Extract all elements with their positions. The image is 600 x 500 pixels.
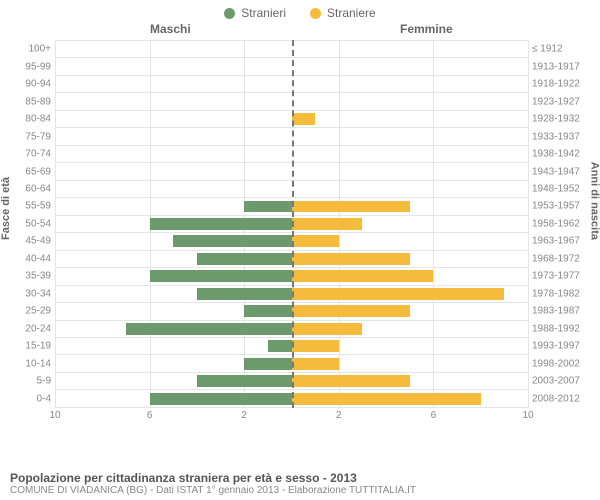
title-maschi: Maschi: [150, 22, 191, 36]
age-label: 80-84: [15, 114, 51, 125]
x-tick-label: 2: [241, 410, 247, 421]
bar-male: [244, 305, 291, 317]
age-label: 10-14: [15, 358, 51, 369]
bar-female: [292, 375, 410, 387]
x-gridline: [528, 40, 529, 408]
bar-male: [244, 358, 291, 370]
x-tick-label: 10: [522, 410, 533, 421]
bar-female: [292, 253, 410, 265]
bar-female: [292, 340, 339, 352]
birth-label: 1983-1987: [532, 306, 586, 317]
bar-female: [292, 218, 363, 230]
birth-label: 1948-1952: [532, 183, 586, 194]
age-label: 30-34: [15, 288, 51, 299]
birth-label: 1943-1947: [532, 166, 586, 177]
birth-label: 1913-1917: [532, 61, 586, 72]
y-axis-label-right: Anni di nascita: [588, 162, 600, 240]
x-axis: 10622610: [55, 410, 528, 424]
birth-label: 1963-1967: [532, 236, 586, 247]
age-label: 25-29: [15, 306, 51, 317]
birth-label: 1938-1942: [532, 149, 586, 160]
chart: Fasce di età Anni di nascita 100+≤ 19129…: [0, 40, 600, 440]
birth-label: 1973-1977: [532, 271, 586, 282]
age-label: 100+: [15, 44, 51, 55]
legend-item-m: Stranieri: [224, 6, 286, 20]
bar-male: [173, 235, 291, 247]
birth-label: 2008-2012: [532, 393, 586, 404]
footer-title: Popolazione per cittadinanza straniera p…: [10, 471, 416, 485]
x-tick-label: 6: [431, 410, 437, 421]
swatch-f: [310, 8, 321, 19]
birth-label: 1968-1972: [532, 253, 586, 264]
age-label: 45-49: [15, 236, 51, 247]
bar-female: [292, 201, 410, 213]
title-femmine: Femmine: [400, 22, 453, 36]
bar-male: [126, 323, 292, 335]
age-label: 75-79: [15, 131, 51, 142]
bar-female: [292, 358, 339, 370]
bar-male: [197, 288, 292, 300]
age-label: 90-94: [15, 79, 51, 90]
bar-male: [197, 253, 292, 265]
age-label: 35-39: [15, 271, 51, 282]
chart-footer: Popolazione per cittadinanza straniera p…: [10, 471, 416, 496]
bar-female: [292, 270, 434, 282]
birth-label: 1958-1962: [532, 218, 586, 229]
bar-female: [292, 323, 363, 335]
birth-label: 2003-2007: [532, 376, 586, 387]
swatch-m: [224, 8, 235, 19]
bar-male: [197, 375, 292, 387]
birth-label: 1998-2002: [532, 358, 586, 369]
legend-item-f: Straniere: [310, 6, 376, 20]
bar-female: [292, 393, 481, 405]
y-axis-label-left: Fasce di età: [0, 177, 12, 240]
bar-male: [244, 201, 291, 213]
age-label: 40-44: [15, 253, 51, 264]
bar-male: [150, 270, 292, 282]
age-label: 50-54: [15, 218, 51, 229]
bar-female: [292, 113, 316, 125]
center-line: [292, 40, 294, 408]
age-label: 85-89: [15, 96, 51, 107]
legend-label-f: Straniere: [327, 6, 376, 20]
column-titles: Maschi Femmine: [0, 22, 600, 40]
plot-area: 100+≤ 191295-991913-191790-941918-192285…: [55, 40, 528, 408]
bar-male: [268, 340, 292, 352]
bar-female: [292, 235, 339, 247]
birth-label: 1953-1957: [532, 201, 586, 212]
footer-subtitle: COMUNE DI VIADANICA (BG) - Dati ISTAT 1°…: [10, 485, 416, 496]
legend: Stranieri Straniere: [0, 0, 600, 22]
birth-label: 1978-1982: [532, 288, 586, 299]
age-label: 95-99: [15, 61, 51, 72]
age-label: 0-4: [15, 393, 51, 404]
birth-label: 1928-1932: [532, 114, 586, 125]
age-label: 20-24: [15, 323, 51, 334]
age-label: 55-59: [15, 201, 51, 212]
age-label: 5-9: [15, 376, 51, 387]
bar-male: [150, 218, 292, 230]
bar-female: [292, 305, 410, 317]
birth-label: 1933-1937: [532, 131, 586, 142]
x-tick-label: 2: [336, 410, 342, 421]
age-label: 65-69: [15, 166, 51, 177]
birth-label: 1918-1922: [532, 79, 586, 90]
x-tick-label: 10: [49, 410, 60, 421]
birth-label: 1993-1997: [532, 341, 586, 352]
age-label: 70-74: [15, 149, 51, 160]
legend-label-m: Stranieri: [241, 6, 286, 20]
birth-label: 1988-1992: [532, 323, 586, 334]
x-tick-label: 6: [147, 410, 153, 421]
age-label: 60-64: [15, 183, 51, 194]
age-label: 15-19: [15, 341, 51, 352]
birth-label: ≤ 1912: [532, 44, 586, 55]
birth-label: 1923-1927: [532, 96, 586, 107]
bar-male: [150, 393, 292, 405]
bar-female: [292, 288, 505, 300]
